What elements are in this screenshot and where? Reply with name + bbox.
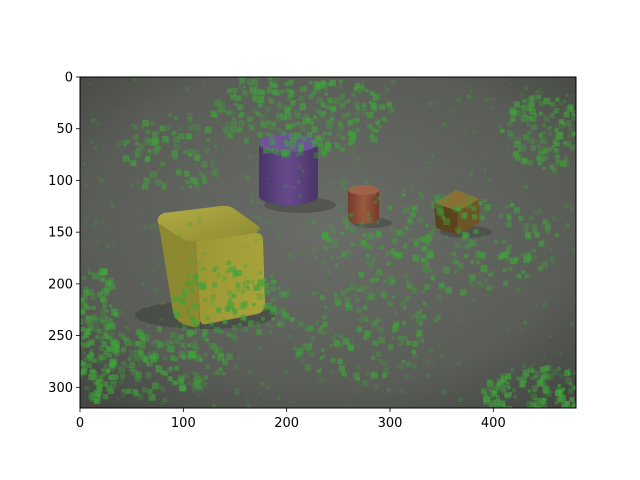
- x-tick-label: 100: [171, 416, 196, 431]
- green-noise-overlay: [80, 77, 576, 408]
- x-tick-label: 300: [378, 416, 403, 431]
- y-tick-label: 100: [48, 174, 73, 189]
- y-tick-label: 300: [48, 381, 73, 396]
- image-frame: [79, 76, 577, 409]
- x-tick-label: 0: [76, 416, 84, 431]
- y-tick-label: 0: [65, 71, 73, 86]
- x-axis: 0 100 200 300 400: [76, 408, 506, 431]
- y-tick-label: 50: [56, 122, 73, 137]
- y-tick-label: 250: [48, 329, 73, 344]
- x-tick-label: 200: [274, 416, 299, 431]
- x-tick-label: 400: [481, 416, 506, 431]
- y-axis: 0 50 100 150 200 250 300: [48, 71, 80, 396]
- y-tick-label: 200: [48, 277, 73, 292]
- y-tick-label: 150: [48, 226, 73, 241]
- red-cylinder: [348, 185, 379, 225]
